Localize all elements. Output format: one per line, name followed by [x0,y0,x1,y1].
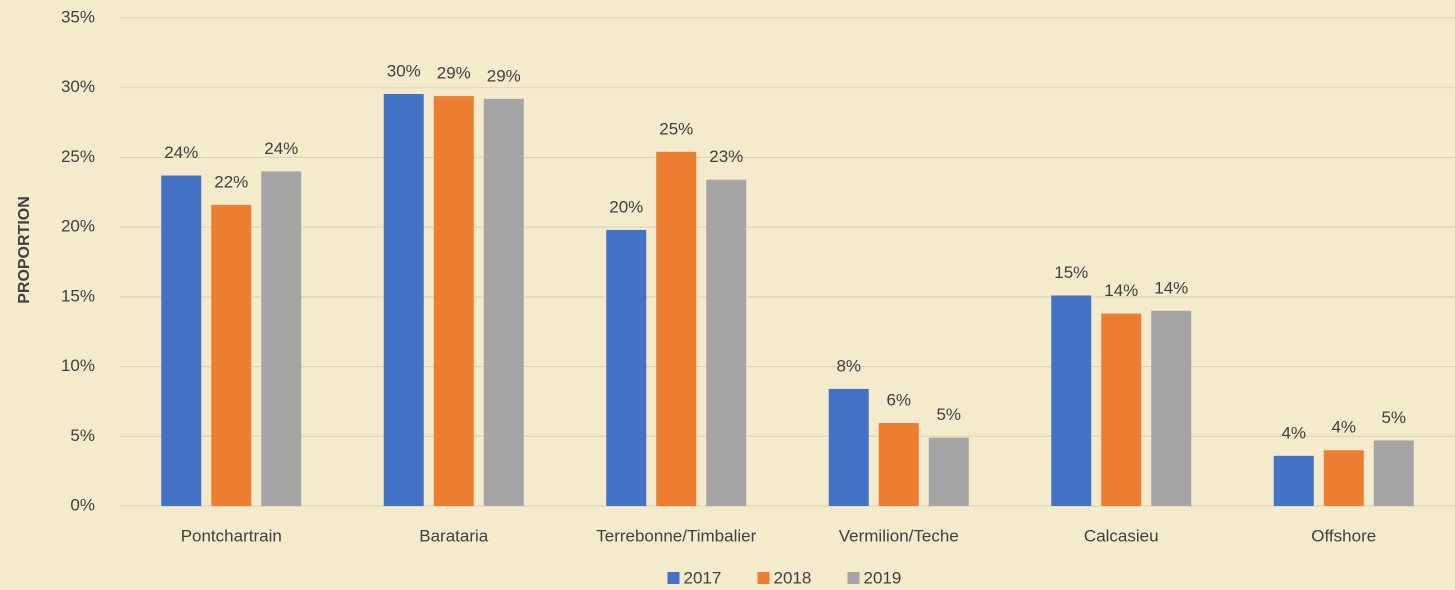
data-label: 23% [709,147,743,166]
bar [211,204,252,506]
data-label: 20% [609,197,643,216]
bar [1101,313,1142,506]
legend-swatch [847,572,860,584]
legend-label: 2017 [684,568,722,587]
y-tick-label: 5% [70,426,95,445]
data-label: 24% [164,143,198,162]
x-tick-label: Calcasieu [1084,526,1159,545]
data-label: 5% [1381,408,1406,427]
y-tick-label: 35% [61,7,95,26]
bar [383,93,424,506]
x-tick-label: Pontchartrain [181,526,282,545]
data-label: 30% [387,61,421,80]
bar [878,423,919,506]
y-tick-label: 25% [61,147,95,166]
x-tick-label: Offshore [1311,526,1376,545]
bar [483,98,524,507]
data-label: 8% [836,356,861,375]
legend-label: 2019 [864,568,902,587]
bar [1273,455,1314,506]
bar [161,175,202,506]
bar [261,171,302,506]
legend-label: 2018 [774,568,812,587]
data-label: 24% [264,139,298,158]
data-label: 5% [936,405,961,424]
bar [656,151,697,506]
legend-swatch [667,572,680,584]
bar [706,179,747,507]
bar [433,96,474,506]
data-label: 14% [1104,281,1138,300]
data-label: 6% [886,391,911,410]
x-tick-label: Vermilion/Teche [839,526,959,545]
bar [1151,310,1192,506]
data-label: 15% [1054,263,1088,282]
x-tick-label: Barataria [419,526,489,545]
data-label: 25% [659,119,693,138]
legend-swatch [757,572,770,584]
data-label: 29% [437,64,471,83]
data-label: 4% [1331,418,1356,437]
y-tick-label: 15% [61,286,95,305]
y-tick-label: 20% [61,217,95,236]
bar [1051,295,1092,506]
bar [828,388,869,506]
y-tick-label: 10% [61,356,95,375]
bar [928,437,969,506]
data-label: 4% [1281,423,1306,442]
data-label: 14% [1154,278,1188,297]
x-tick-label: Terrebonne/Timbalier [596,526,756,545]
y-tick-label: 30% [61,77,95,96]
bar [1323,450,1364,506]
y-tick-label: 0% [70,495,95,514]
data-label: 22% [214,172,248,191]
bar [1373,440,1414,506]
y-axis-title: PROPORTION [16,196,33,304]
data-label: 29% [487,66,521,85]
bar [606,229,647,506]
